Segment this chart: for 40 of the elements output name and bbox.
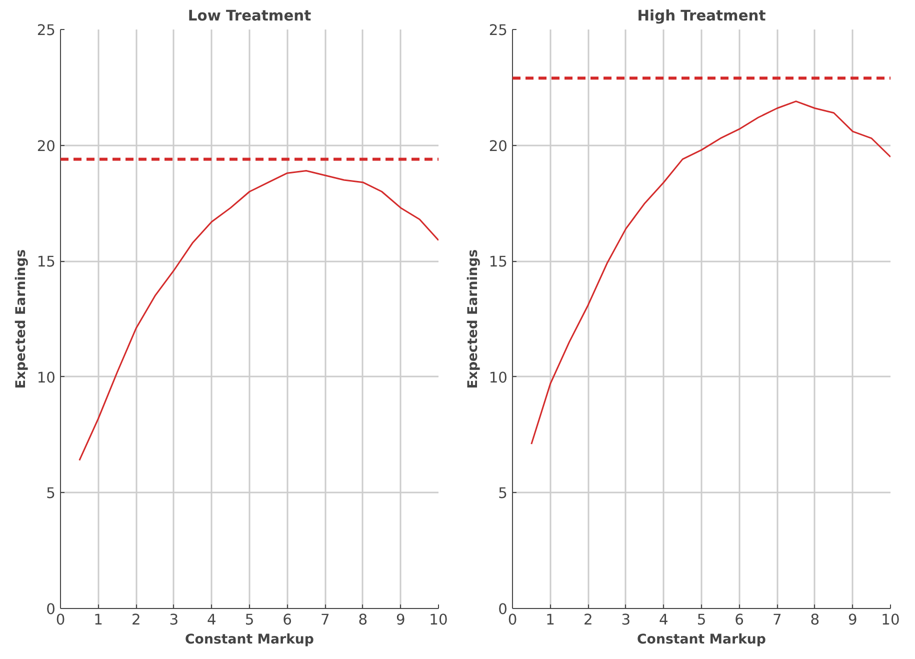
- chart-title: High Treatment: [637, 8, 766, 24]
- y-tick-label: 20: [488, 138, 508, 155]
- x-tick-label: 4: [207, 612, 216, 628]
- y-tick-label: 10: [36, 369, 56, 386]
- y-tick-label: 5: [498, 485, 508, 502]
- x-tick-label: 3: [621, 612, 631, 628]
- chart-title: Low Treatment: [188, 8, 312, 24]
- x-tick-label: 3: [169, 612, 179, 628]
- x-tick-label: 5: [244, 612, 254, 628]
- y-tick-label: 0: [46, 601, 56, 618]
- x-tick-label: 9: [396, 612, 406, 628]
- y-tick-label: 15: [36, 254, 56, 271]
- y-tick-label: 15: [488, 254, 508, 271]
- y-tick-label: 20: [36, 138, 56, 155]
- x-tick-label: 6: [282, 612, 292, 628]
- x-axis-title: Constant Markup: [637, 632, 766, 648]
- x-tick-label: 2: [583, 612, 593, 628]
- y-tick-label: 25: [488, 22, 508, 39]
- x-tick-label: 8: [358, 612, 368, 628]
- y-tick-label: 0: [498, 601, 508, 618]
- x-tick-label: 7: [772, 612, 782, 628]
- x-tick-label: 5: [696, 612, 706, 628]
- y-axis-title: Expected Earnings: [14, 249, 29, 389]
- x-tick-label: 10: [881, 612, 900, 628]
- y-tick-label: 5: [46, 485, 56, 502]
- x-tick-label: 8: [810, 612, 820, 628]
- x-tick-label: 9: [848, 612, 858, 628]
- x-tick-label: 10: [429, 612, 448, 628]
- y-axis-title: Expected Earnings: [466, 249, 481, 389]
- y-tick-label: 10: [488, 369, 508, 386]
- x-tick-label: 4: [659, 612, 668, 628]
- x-tick-label: 1: [94, 612, 103, 628]
- x-tick-label: 2: [131, 612, 141, 628]
- x-tick-label: 7: [320, 612, 330, 628]
- y-tick-label: 25: [36, 22, 56, 39]
- line-series: [78, 170, 438, 462]
- x-axis-title: Constant Markup: [185, 632, 314, 648]
- line-series: [530, 100, 890, 445]
- x-tick-label: 6: [734, 612, 744, 628]
- x-tick-label: 1: [546, 612, 555, 628]
